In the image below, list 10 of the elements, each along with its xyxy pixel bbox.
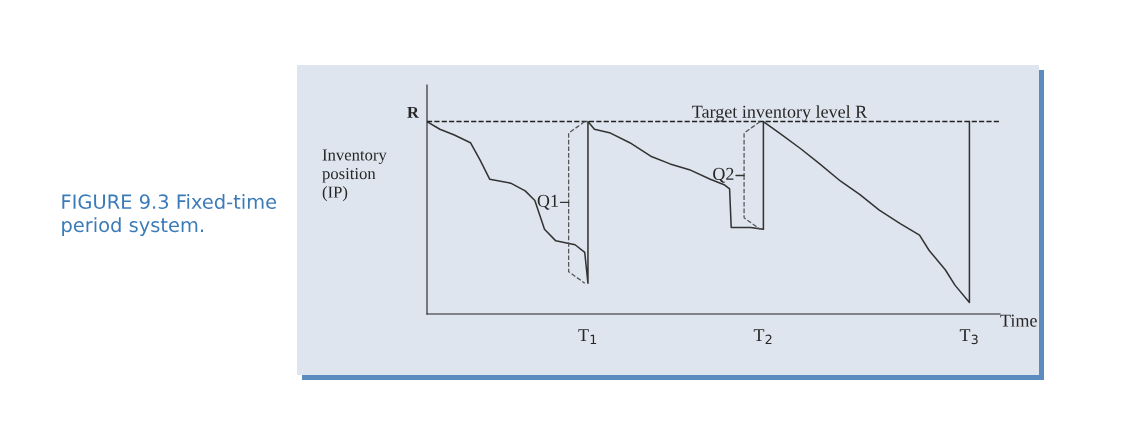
x-tick-label: T$_{2}$ bbox=[753, 329, 772, 344]
annotation: Q1 bbox=[537, 194, 558, 210]
x-tick-label: T$_{1}$ bbox=[578, 329, 597, 344]
annotation: Q2 bbox=[713, 167, 734, 183]
ref-line-label: R bbox=[407, 106, 420, 118]
text: FIGURE 9.3 Fixed-time period system. bbox=[62, 193, 277, 237]
x-axis-title: Time bbox=[1000, 314, 1037, 327]
x-tick-label: T$_{3}$ bbox=[959, 329, 978, 345]
annotation: Target inventory level R bbox=[692, 105, 868, 122]
y-axis-title: Inventory position (IP) bbox=[322, 149, 387, 202]
